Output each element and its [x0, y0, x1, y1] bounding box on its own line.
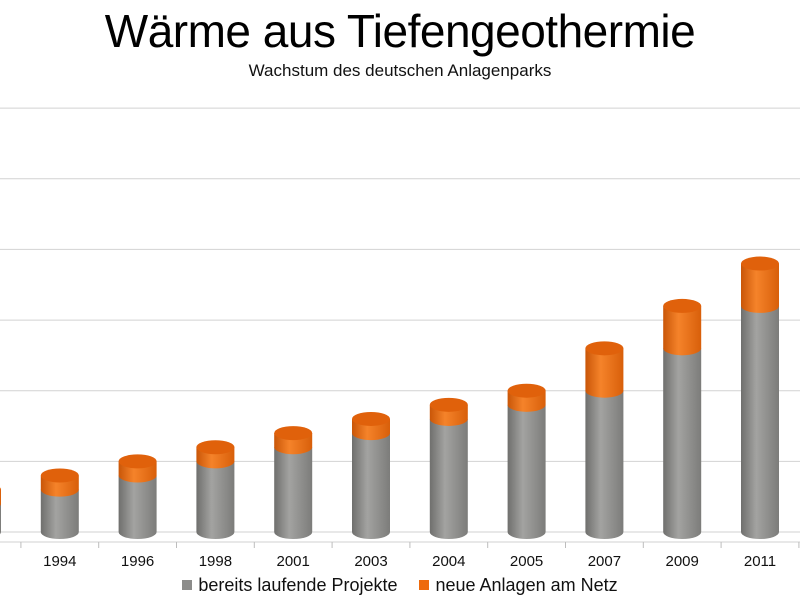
bar-new — [585, 348, 624, 398]
bar-existing — [40, 489, 79, 539]
x-tick-label: 2005 — [510, 553, 543, 570]
x-axis-ticks: 1992199419961998200120032004200520072009… — [20, 542, 800, 570]
bar-cap — [196, 440, 235, 455]
bar-existing — [274, 447, 313, 539]
bar-cap — [585, 341, 624, 356]
legend-label-existing: bereits laufende Projekte — [198, 574, 398, 595]
bar-cap — [0, 487, 1, 492]
legend: bereits laufende Projekte neue Anlagen a… — [0, 573, 800, 597]
legend-swatch-new — [419, 580, 430, 590]
legend-item-existing: bereits laufende Projekte — [182, 575, 397, 596]
bar-cap — [274, 426, 313, 441]
x-tick-label: 2007 — [588, 553, 621, 570]
bar-existing — [0, 503, 1, 535]
bar-new — [741, 263, 779, 313]
bar-cap — [40, 468, 79, 483]
bar-existing — [196, 461, 235, 539]
x-tick-label: 2003 — [354, 553, 387, 570]
bar-new — [663, 305, 702, 356]
legend-label-new: neue Anlagen am Netz — [435, 574, 618, 595]
bar-cap — [352, 411, 390, 426]
legend-item-new: neue Anlagen am Netz — [419, 574, 618, 596]
bar-cap — [663, 298, 702, 313]
x-tick-label: 1996 — [121, 553, 154, 570]
bar-cap — [118, 454, 157, 469]
chart-title: Wärme aus Tiefengeothermie — [104, 5, 696, 57]
x-tick-label: 1994 — [43, 553, 76, 570]
bar-existing — [118, 475, 157, 539]
x-tick-label: 2004 — [432, 553, 465, 570]
bar-existing — [585, 390, 624, 539]
bar-cap — [741, 256, 779, 271]
x-tick-label: 2011 — [744, 553, 776, 570]
chart-subtitle: Wachstum des deutschen Anlagenparks — [248, 61, 552, 80]
x-tick-label: 2009 — [666, 553, 699, 570]
legend-swatch-existing — [182, 580, 193, 590]
bar-cap — [429, 397, 468, 412]
x-tick-label: 2001 — [277, 553, 310, 570]
bar-existing — [352, 433, 390, 539]
bars — [0, 256, 779, 539]
bar-existing — [429, 418, 468, 539]
bar-cap — [507, 383, 546, 398]
bar-new — [0, 489, 1, 506]
bar-existing — [741, 305, 779, 539]
x-tick-label: 1998 — [199, 553, 232, 570]
bar-existing — [507, 404, 546, 539]
bar-existing — [663, 348, 702, 539]
